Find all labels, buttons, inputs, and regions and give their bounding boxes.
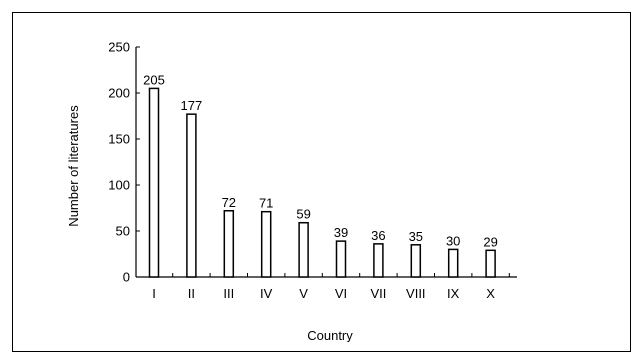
y-axis: 0 50 100 150 200 250 — [108, 40, 140, 285]
bar — [260, 210, 272, 278]
x-tick-label: I — [152, 286, 156, 301]
x-axis-label: Country — [307, 328, 353, 342]
x-tick-label: III — [223, 286, 234, 301]
bars — [148, 87, 496, 278]
x-tick-label: II — [188, 286, 195, 301]
bar — [410, 244, 422, 278]
data-label: 30 — [446, 233, 460, 248]
data-label: 177 — [181, 98, 203, 113]
bar — [223, 210, 235, 278]
y-tick-label: 200 — [108, 86, 130, 101]
bar — [335, 240, 347, 278]
data-label: 36 — [371, 228, 385, 243]
y-tick-label: 150 — [108, 132, 130, 147]
bar — [148, 87, 160, 278]
x-tick-label: VII — [370, 286, 386, 301]
x-axis: I II III IV V VI VII VIII IX X — [136, 273, 517, 301]
y-tick-label: 100 — [108, 178, 130, 193]
y-tick-label: 0 — [123, 270, 130, 285]
x-tick-label: IX — [447, 286, 460, 301]
bar — [186, 113, 197, 278]
data-label: 59 — [296, 207, 310, 222]
x-tick-label: V — [299, 286, 308, 301]
bar — [485, 249, 496, 278]
x-tick-label: IV — [260, 286, 273, 301]
x-tick-label: VI — [335, 286, 347, 301]
x-tick-label: VIII — [406, 286, 426, 301]
data-label: 71 — [259, 196, 273, 211]
bar — [298, 221, 309, 278]
x-tick-label: X — [486, 286, 495, 301]
data-label: 39 — [334, 225, 348, 240]
data-label: 35 — [409, 229, 423, 244]
y-tick-label: 50 — [116, 224, 130, 239]
y-axis-label: Number of literatures — [66, 105, 81, 227]
y-tick-label: 250 — [108, 40, 130, 55]
bar — [373, 243, 384, 278]
chart-frame — [12, 12, 631, 352]
data-label: 205 — [143, 72, 165, 87]
data-labels: 205 177 72 71 59 39 36 35 30 29 — [143, 72, 498, 249]
data-label: 72 — [222, 195, 236, 210]
data-label: 29 — [483, 234, 497, 249]
bar — [447, 248, 459, 278]
